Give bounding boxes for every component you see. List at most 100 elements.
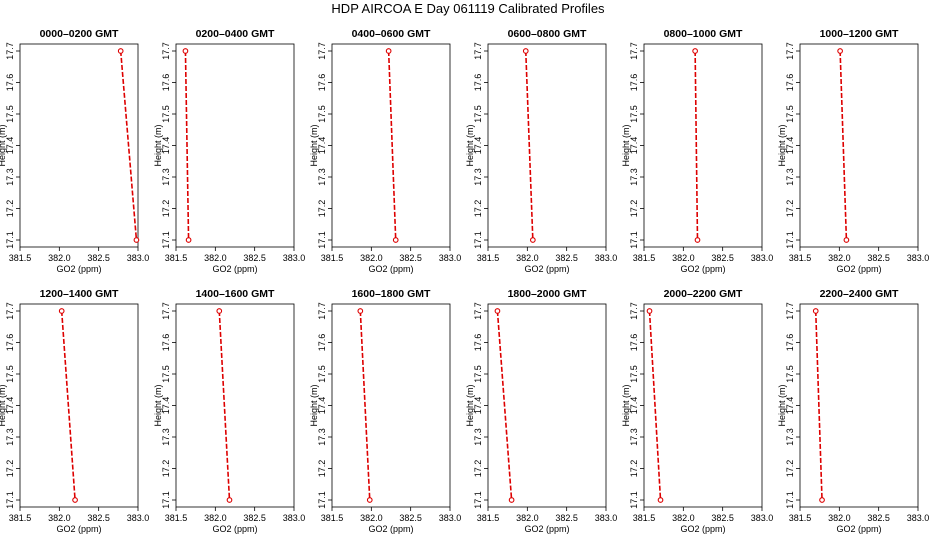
x-tick-label: 382.5 <box>711 253 734 263</box>
panel-title: 0400–0600 GMT <box>352 28 431 40</box>
data-point <box>385 48 392 54</box>
y-axis-label: Height (m) <box>465 384 475 426</box>
x-tick-label: 382.5 <box>87 513 110 523</box>
plot-frame <box>331 303 451 508</box>
plot-frame <box>19 43 139 248</box>
y-tick-label: 17.7 <box>317 42 327 60</box>
x-tick-label: 381.5 <box>9 513 32 523</box>
x-axis-label: GO2 (ppm) <box>524 524 569 534</box>
profile-panel: 0200–0400 GMT 381.5 382.0 382.5 383.0 17.1 17.… <box>153 28 305 274</box>
y-tick-label: 17.1 <box>161 491 171 509</box>
y-tick-label: 17.5 <box>317 365 327 383</box>
x-tick-label: 383.0 <box>751 513 774 523</box>
y-tick-label: 17.1 <box>785 231 795 249</box>
y-tick-label: 17.2 <box>161 460 171 478</box>
panel-title: 0600–0800 GMT <box>508 28 587 40</box>
y-tick-label: 17.4 <box>473 137 483 155</box>
y-tick-label: 17.1 <box>629 491 639 509</box>
x-axis-label: GO2 (ppm) <box>56 264 101 274</box>
y-tick-label: 17.3 <box>5 168 15 186</box>
data-point <box>72 497 78 503</box>
plot-frame <box>487 303 607 508</box>
y-axis-label: Height (m) <box>0 124 7 166</box>
x-tick-label: 381.5 <box>477 253 500 263</box>
y-tick-label: 17.4 <box>317 137 327 155</box>
panel-title: 1800–2000 GMT <box>508 288 587 300</box>
x-tick-label: 382.5 <box>555 513 578 523</box>
y-tick-label: 17.6 <box>161 74 171 92</box>
profile-line <box>60 310 76 501</box>
y-tick-label: 17.4 <box>317 397 327 415</box>
data-point <box>494 308 501 314</box>
y-tick-label: 17.2 <box>473 460 483 478</box>
profile-panel: 0000–0200 GMT 381.5 382.0 382.5 383.0 17.1 17.… <box>0 28 149 274</box>
data-point <box>837 48 843 54</box>
y-tick-label: 17.7 <box>785 302 795 320</box>
y-tick-label: 17.5 <box>161 105 171 123</box>
x-tick-label: 382.0 <box>828 253 851 263</box>
y-tick-label: 17.5 <box>629 365 639 383</box>
profile-panel: 0800–1000 GMT 381.5 382.0 382.5 383.0 17.1 17.… <box>621 28 773 274</box>
data-point <box>117 48 124 54</box>
y-tick-label: 17.3 <box>473 428 483 446</box>
y-tick-label: 17.1 <box>785 491 795 509</box>
panel-title: 0000–0200 GMT <box>40 28 119 40</box>
y-axis-label: Height (m) <box>153 124 163 166</box>
data-point <box>657 497 664 503</box>
profile-line <box>119 50 138 241</box>
profile-line <box>387 50 397 241</box>
x-tick-label: 381.5 <box>789 253 812 263</box>
y-tick-label: 17.4 <box>629 137 639 155</box>
panel-title: 1600–1800 GMT <box>352 288 431 300</box>
x-axis-label: GO2 (ppm) <box>836 524 881 534</box>
x-axis-label: GO2 (ppm) <box>680 264 725 274</box>
profile-panel: 0600–0800 GMT 381.5 382.0 382.5 383.0 17.1 17.… <box>465 28 617 274</box>
y-tick-label: 17.2 <box>785 200 795 218</box>
plot-frame <box>643 303 763 508</box>
y-tick-label: 17.6 <box>5 334 15 352</box>
page-title: HDP AIRCOA E Day 061119 Calibrated Profi… <box>331 1 605 16</box>
x-axis-label: GO2 (ppm) <box>212 524 257 534</box>
x-axis-label: GO2 (ppm) <box>680 524 725 534</box>
y-tick-label: 17.1 <box>5 231 15 249</box>
y-tick-label: 17.4 <box>161 397 171 415</box>
data-point <box>58 308 65 314</box>
data-point <box>357 308 364 314</box>
profile-panel: 2200–2400 GMT 381.5 382.0 382.5 383.0 17.1 17.… <box>777 288 929 534</box>
x-tick-label: 383.0 <box>907 253 930 263</box>
y-tick-label: 17.1 <box>161 231 171 249</box>
y-tick-label: 17.3 <box>5 428 15 446</box>
plot-frame <box>799 303 919 508</box>
y-tick-label: 17.1 <box>473 491 483 509</box>
y-tick-label: 17.7 <box>161 42 171 60</box>
y-tick-label: 17.7 <box>161 302 171 320</box>
x-tick-label: 383.0 <box>907 513 930 523</box>
y-tick-label: 17.6 <box>785 74 795 92</box>
y-tick-label: 17.4 <box>629 397 639 415</box>
x-tick-label: 383.0 <box>439 513 462 523</box>
data-point <box>694 237 701 243</box>
x-tick-label: 382.0 <box>48 513 71 523</box>
y-tick-label: 17.5 <box>473 105 483 123</box>
x-tick-label: 382.0 <box>516 513 539 523</box>
y-tick-label: 17.3 <box>473 168 483 186</box>
x-tick-label: 381.5 <box>321 253 344 263</box>
x-tick-label: 382.5 <box>243 253 266 263</box>
y-axis-label: Height (m) <box>777 384 787 426</box>
data-point <box>522 48 529 54</box>
profile-panel: 0400–0600 GMT 381.5 382.0 382.5 383.0 17.1 17.… <box>309 28 461 274</box>
y-tick-label: 17.6 <box>473 74 483 92</box>
plot-frame <box>799 43 919 248</box>
profile-panel: 2000–2200 GMT 381.5 382.0 382.5 383.0 17.1 17.… <box>621 288 773 534</box>
y-tick-label: 17.2 <box>629 460 639 478</box>
y-tick-label: 17.6 <box>629 74 639 92</box>
y-tick-label: 17.2 <box>629 200 639 218</box>
x-tick-label: 381.5 <box>321 513 344 523</box>
y-tick-label: 17.3 <box>785 168 795 186</box>
y-tick-label: 17.2 <box>161 200 171 218</box>
x-tick-label: 382.0 <box>828 513 851 523</box>
data-point <box>226 497 233 503</box>
x-tick-label: 382.5 <box>867 253 890 263</box>
plot-frame <box>175 303 295 508</box>
